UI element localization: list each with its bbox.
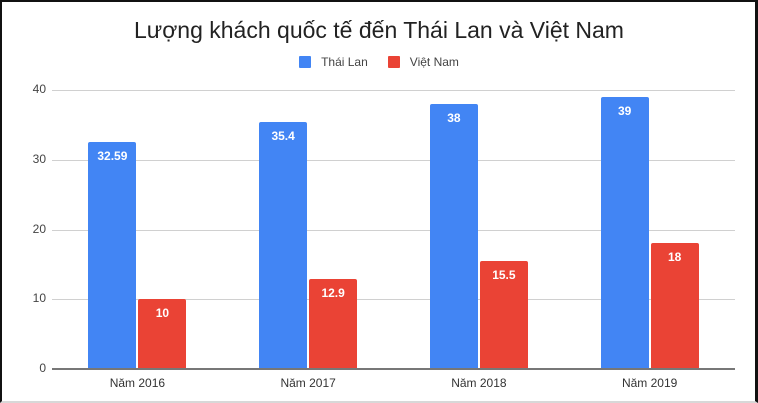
y-tick-label: 40 xyxy=(32,82,46,96)
bar-value-label: 12.9 xyxy=(321,286,345,301)
bar-value-label: 32.59 xyxy=(97,148,128,163)
legend-swatch-thai-lan xyxy=(299,56,312,68)
x-tick-label: Năm 2018 xyxy=(451,376,507,390)
legend-label-viet-nam: Việt Nam xyxy=(409,55,459,69)
chart-legend: Thái Lan Việt Nam xyxy=(0,55,758,69)
bar-value-label: 10 xyxy=(155,306,170,321)
bar-viet-nam[interactable]: 10 xyxy=(138,299,187,369)
x-tick-label: Năm 2016 xyxy=(109,376,166,390)
bar-value-label: 39 xyxy=(617,103,632,118)
legend-item-viet-nam: Việt Nam xyxy=(387,55,459,69)
gridline xyxy=(52,230,735,231)
bar-viet-nam[interactable]: 18 xyxy=(650,243,699,369)
bar-thai-lan[interactable]: 32.59 xyxy=(88,141,137,369)
bar-viet-nam[interactable]: 12.9 xyxy=(309,279,358,369)
y-tick-label: 20 xyxy=(32,222,46,236)
y-tick-label: 30 xyxy=(32,152,46,166)
x-tick-label: Năm 2019 xyxy=(621,376,678,390)
chart-title: Lượng khách quốc tế đến Thái Lan và Việt… xyxy=(134,17,624,43)
bar-viet-nam[interactable]: 15.5 xyxy=(479,260,528,369)
x-tick-label: Năm 2017 xyxy=(280,376,336,390)
x-axis-baseline xyxy=(52,368,735,370)
y-tick-label: 10 xyxy=(32,291,46,305)
bar-thai-lan[interactable]: 35.4 xyxy=(259,122,308,369)
legend-label-thai-lan: Thái Lan xyxy=(321,55,368,69)
legend-item-thai-lan: Thái Lan xyxy=(299,55,368,69)
y-tick-label: 0 xyxy=(39,361,46,375)
bar-value-label: 38 xyxy=(447,110,461,125)
bar-value-label: 18 xyxy=(667,250,682,265)
bar-value-label: 35.4 xyxy=(271,129,295,144)
gridline xyxy=(52,90,735,91)
gridline xyxy=(52,299,735,300)
bar-value-label: 15.5 xyxy=(492,267,516,282)
gridline xyxy=(52,160,735,161)
legend-swatch-viet-nam xyxy=(387,56,400,68)
bar-thai-lan[interactable]: 39 xyxy=(600,96,649,369)
bar-thai-lan[interactable]: 38 xyxy=(429,103,478,369)
